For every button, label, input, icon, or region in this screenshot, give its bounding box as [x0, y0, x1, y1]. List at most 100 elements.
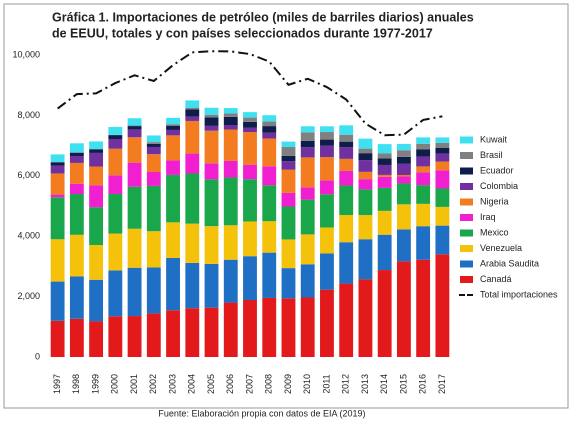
bar-segment: [300, 147, 315, 158]
x-tick-label: 2016: [418, 374, 428, 394]
bar-segment: [377, 187, 392, 211]
bar-segment: [108, 270, 123, 317]
bar-segment: [262, 115, 277, 122]
legend-swatch: [460, 214, 473, 221]
frame: [3, 3, 569, 409]
bar-segment: [223, 116, 238, 126]
legend-label: Mexico: [480, 227, 509, 237]
bar-segment: [435, 188, 450, 207]
bar-segment: [281, 268, 296, 299]
bar-segment: [50, 281, 65, 321]
bar-segment: [89, 321, 104, 357]
bar-segment: [127, 129, 142, 138]
legend-label: Nigeria: [480, 196, 509, 206]
bar-segment: [281, 169, 296, 193]
bar-segment: [146, 135, 161, 143]
bar-segment: [416, 226, 431, 260]
bar-segment: [416, 156, 431, 167]
bar-segment: [166, 257, 180, 311]
x-tick-label: 2005: [206, 374, 216, 394]
bar-segment: [69, 318, 84, 357]
bar-segment: [339, 170, 354, 186]
bar-segment: [185, 223, 200, 263]
bar-segment: [416, 172, 431, 186]
bar-segment: [108, 233, 123, 271]
bar-segment: [262, 252, 277, 298]
bar-segment: [108, 175, 123, 194]
bar-segment: [281, 161, 296, 170]
bar-segment: [127, 162, 142, 187]
bar-segment: [358, 138, 373, 149]
x-tick-label: 2008: [264, 374, 274, 394]
bar-segment: [204, 163, 219, 180]
bar-segment: [416, 203, 431, 227]
bar-segment: [127, 125, 142, 127]
bar-segment: [300, 187, 315, 200]
bar-segment: [320, 157, 334, 181]
bar-segment: [281, 147, 296, 156]
bar-segment: [204, 263, 219, 308]
bar-segment: [89, 141, 104, 149]
bar-segment: [204, 179, 219, 227]
bar-segment: [262, 221, 277, 253]
bar-segment: [243, 179, 257, 222]
bar-segment: [243, 299, 257, 357]
x-tick-label: 2007: [244, 374, 254, 394]
bar-segment: [108, 193, 123, 234]
bar-segment: [339, 242, 354, 284]
legend-swatch: [460, 229, 473, 237]
x-tick-label: 2003: [167, 374, 177, 394]
bar-segment: [223, 177, 238, 226]
bar-segment: [223, 108, 238, 114]
x-tick-label: 2013: [360, 374, 370, 394]
bar-segment: [185, 308, 200, 357]
bar-segment: [243, 117, 257, 122]
bar-segment: [69, 155, 84, 163]
bar-segment: [377, 210, 392, 235]
bar-segment: [223, 259, 238, 303]
x-tick-label: 2017: [437, 374, 447, 394]
bar-segment: [435, 225, 450, 255]
bar-segment: [108, 148, 123, 176]
bar-segment: [320, 126, 334, 133]
bar-segment: [281, 239, 296, 269]
bar-segment: [185, 173, 200, 224]
bar-segment: [166, 174, 180, 223]
legend-label: Arabia Saudita: [480, 258, 539, 268]
bar-segment: [146, 267, 161, 314]
bar-segment: [146, 313, 161, 357]
bar-segment: [339, 125, 354, 135]
bar-segment: [320, 253, 334, 290]
bar-segment: [262, 121, 277, 127]
bar-segment: [262, 166, 277, 186]
bar-segment: [69, 143, 84, 153]
bar-segment: [89, 152, 104, 167]
bar-segment: [300, 132, 315, 141]
legend-label: Ecuador: [480, 165, 514, 175]
bar-segment: [396, 229, 411, 262]
legend-swatch: [460, 183, 473, 190]
legend-swatch: [460, 276, 473, 283]
bar-segment: [146, 146, 161, 155]
y-tick-label: 6,000: [17, 170, 40, 180]
bar-segment: [69, 152, 84, 156]
bar-segment: [243, 121, 257, 128]
x-tick-label: 1997: [52, 374, 62, 394]
bar-segment: [127, 118, 142, 126]
legend-swatch: [460, 260, 473, 268]
bar-segment: [69, 162, 84, 184]
bar-segment: [281, 155, 296, 162]
legend-label: Brasil: [480, 150, 503, 160]
bar-segment: [339, 215, 354, 243]
bar-segment: [50, 194, 65, 198]
x-tick-label: 1998: [71, 374, 81, 394]
bar-segment: [281, 298, 296, 357]
bar-segment: [204, 117, 219, 126]
bar-segment: [146, 185, 161, 232]
bar-segment: [435, 137, 450, 143]
bar-segment: [166, 129, 180, 136]
bar-segment: [166, 160, 180, 175]
chart-subtitle: de EEUU, totales y con países selecciona…: [52, 26, 433, 40]
bar-segment: [358, 148, 373, 154]
